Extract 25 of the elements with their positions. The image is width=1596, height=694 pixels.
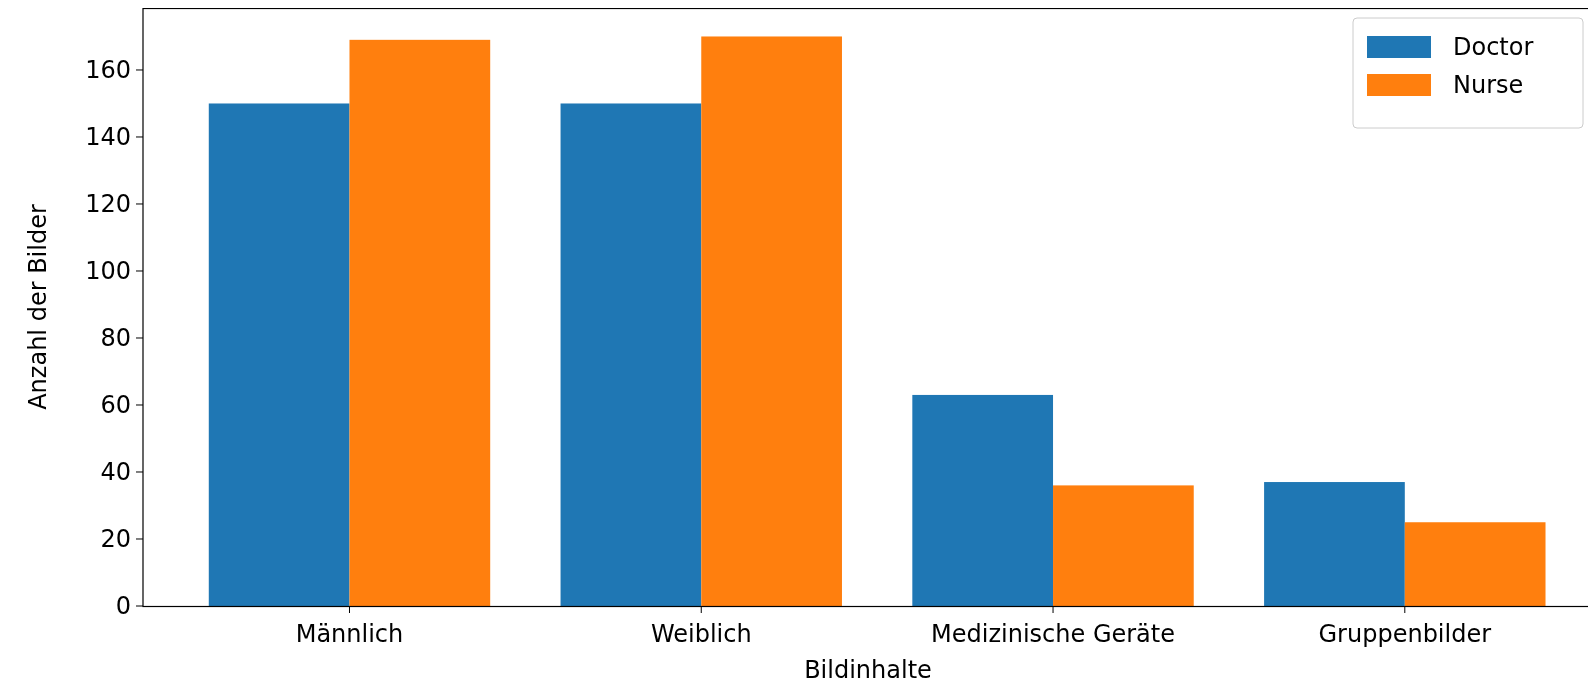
x-tick-label: Weiblich xyxy=(650,620,752,648)
bar xyxy=(560,103,702,606)
y-tick-label: 140 xyxy=(85,123,131,152)
x-tick-label: Gruppenbilder xyxy=(1318,620,1492,648)
x-tick-label: Medizinische Geräte xyxy=(931,620,1175,648)
y-tick-label: 80 xyxy=(100,324,131,353)
bar xyxy=(1404,522,1546,606)
y-tick-label: 60 xyxy=(100,391,131,420)
bar xyxy=(912,394,1054,606)
y-tick-label: 20 xyxy=(100,525,131,554)
y-axis-title: Anzahl der Bilder xyxy=(24,204,52,410)
y-tick-label: 0 xyxy=(115,592,131,621)
y-tick-label: 120 xyxy=(85,190,131,219)
y-tick-label: 160 xyxy=(85,56,131,85)
bar xyxy=(1264,482,1405,606)
y-tick-label: 40 xyxy=(100,458,131,487)
x-axis-title: Bildinhalte xyxy=(804,656,932,684)
bar xyxy=(701,36,842,606)
bar xyxy=(1053,485,1194,606)
y-tick-label: 100 xyxy=(85,257,131,286)
bar xyxy=(349,39,491,606)
x-tick-label: Männlich xyxy=(295,620,404,648)
legend-label: Doctor xyxy=(1453,33,1534,62)
bar xyxy=(208,103,350,606)
legend-label: Nurse xyxy=(1453,71,1524,100)
